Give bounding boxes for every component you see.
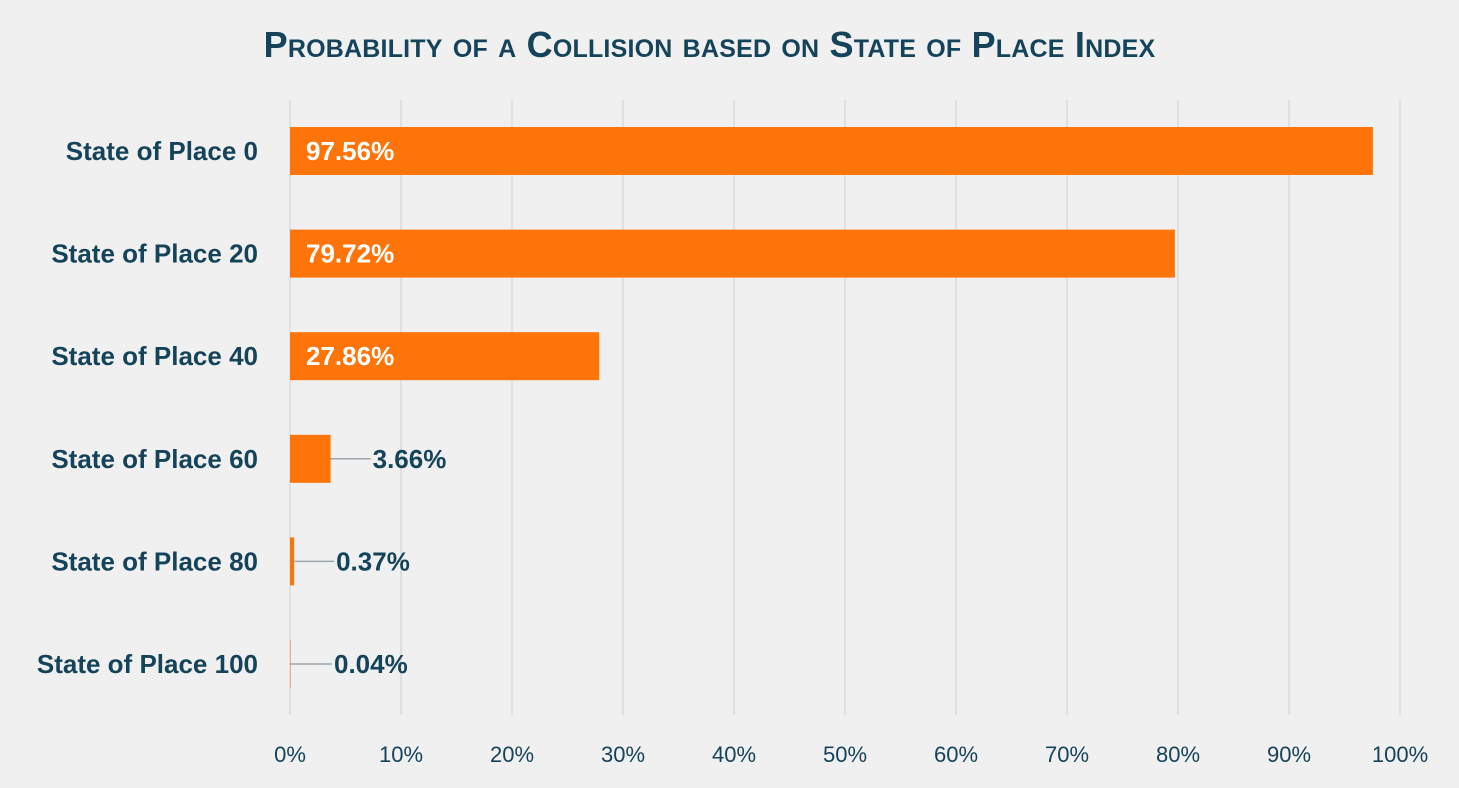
x-tick-label-80: 80% [1156,742,1200,767]
x-tick-label-40: 40% [712,742,756,767]
labels: 0% 10% 20% 30% 40% 50% 60% 70% 80% 90% 100% State o… [37,136,1428,767]
category-label-0: State of Place 0 [66,136,258,166]
chart-title: Probability of a Collision based on Stat… [263,24,1156,65]
data-label-5: 0.04% [334,649,408,679]
category-label-5: State of Place 100 [37,649,258,679]
bar-3 [290,434,331,483]
bar-1 [290,229,1175,278]
data-label-1: 79.72% [306,239,394,269]
data-label-3: 3.66% [373,444,447,474]
gridlines [289,100,1401,715]
category-label-4: State of Place 80 [51,546,258,576]
category-label-2: State of Place 40 [51,341,258,371]
x-tick-label-90: 90% [1267,742,1311,767]
bars [290,127,1373,688]
x-tick-label-70: 70% [1045,742,1089,767]
x-tick-label-0: 0% [274,742,306,767]
x-tick-label-20: 20% [490,742,534,767]
data-label-0: 97.56% [306,136,394,166]
x-tick-label-50: 50% [823,742,867,767]
x-tick-label-60: 60% [934,742,978,767]
data-label-2: 27.86% [306,341,394,371]
data-label-4: 0.37% [336,546,410,576]
x-tick-label-10: 10% [379,742,423,767]
category-label-3: State of Place 60 [51,444,258,474]
bar-2 [290,332,600,381]
x-tick-label-30: 30% [601,742,645,767]
bar-4 [290,537,295,586]
bar-0 [290,127,1373,175]
category-label-1: State of Place 20 [51,239,258,269]
x-tick-label-100: 100% [1372,742,1428,767]
